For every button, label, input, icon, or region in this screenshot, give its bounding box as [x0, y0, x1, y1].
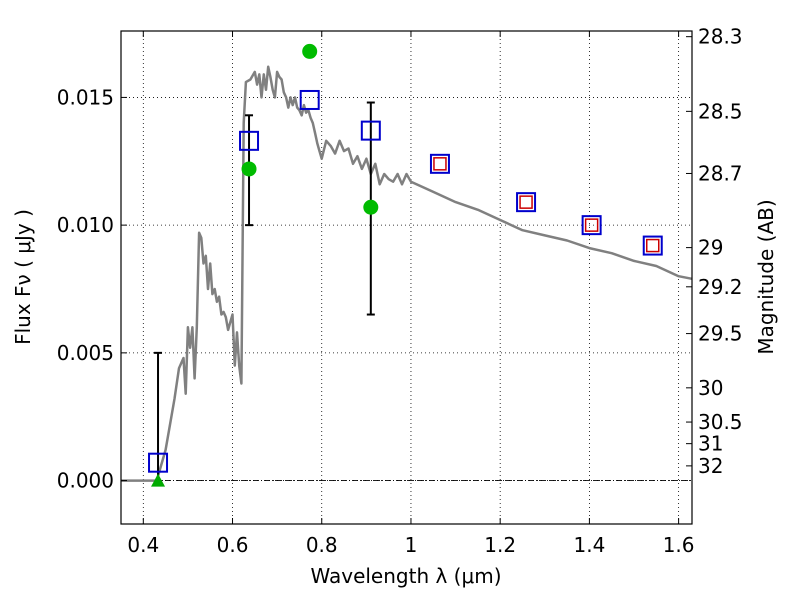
prediction-inner-square — [645, 238, 660, 253]
mag-tick-label: 28.5 — [698, 99, 743, 123]
axis-ticks: 0.4 0.6 0.8 1 1.2 1.4 1.6 0.000 0.005 0.010 0.015 2… — [57, 25, 743, 557]
x-tick-label: 1 — [405, 533, 418, 557]
data-markers — [148, 43, 663, 487]
y-tick-label: 0.000 — [57, 469, 114, 493]
model-photometry-square — [429, 153, 450, 174]
mag-tick-label: 28.3 — [698, 25, 743, 49]
x-tick-label: 1.2 — [484, 533, 516, 557]
mag-tick-label: 30 — [698, 376, 723, 400]
plot-frame — [120, 30, 693, 525]
y2-axis-label: Magnitude (AB) — [754, 199, 778, 354]
x-tick-label: 1.6 — [663, 533, 695, 557]
x-tick-label: 0.6 — [217, 533, 249, 557]
mag-tick-label: 30.5 — [698, 410, 743, 434]
upper-limit-triangle — [151, 473, 166, 487]
x-tick-label: 0.4 — [127, 533, 159, 557]
mag-tick-label: 31 — [698, 432, 723, 456]
model-photometry-square — [516, 192, 537, 213]
mag-tick-label: 29.5 — [698, 322, 743, 346]
prediction-inner-square — [433, 157, 447, 171]
sed-model-series — [121, 65, 693, 482]
mag-tick-label: 29 — [698, 236, 723, 260]
model-photometry-square — [581, 215, 602, 236]
model-photometry-square — [642, 235, 663, 256]
y-tick-label: 0.005 — [57, 341, 114, 365]
error-bars — [154, 101, 375, 481]
model-photometry-square — [239, 130, 260, 151]
y-tick-label: 0.015 — [57, 85, 114, 109]
mag-tick-label: 29.2 — [698, 275, 743, 299]
sed-model-line — [121, 65, 693, 482]
model-photometry-square — [360, 120, 381, 141]
observed-point — [241, 161, 257, 177]
mag-tick-label: 32 — [698, 454, 723, 478]
observed-point — [363, 199, 379, 215]
x-axis-label: Wavelength λ (μm) — [310, 564, 501, 588]
y-axis-label: Flux Fν ( μJy ) — [11, 209, 35, 345]
prediction-inner-square — [519, 195, 533, 209]
observed-point — [302, 43, 318, 59]
prediction-inner-square — [584, 218, 599, 232]
model-photometry-square — [299, 89, 320, 110]
x-tick-label: 0.8 — [306, 533, 338, 557]
y-tick-label: 0.010 — [57, 213, 114, 237]
model-photometry-square — [148, 452, 169, 473]
x-tick-label: 1.4 — [573, 533, 605, 557]
mag-tick-label: 28.7 — [698, 161, 743, 185]
